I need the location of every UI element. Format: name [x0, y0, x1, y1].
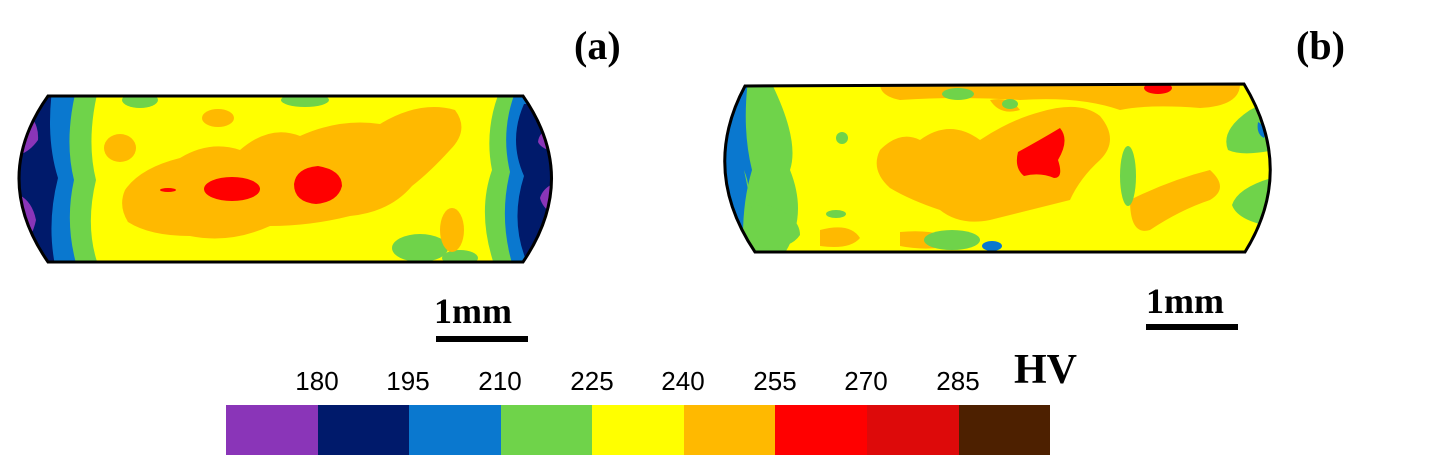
colorbar-tick: 285 — [936, 366, 980, 396]
scale-bar-b — [1146, 324, 1238, 330]
colorbar-segment — [500, 405, 593, 455]
colorbar-segment — [317, 405, 410, 455]
scale-bar-a — [436, 336, 528, 342]
colorbar-unit-label: HV — [1014, 347, 1077, 393]
colorbar-segment — [226, 405, 318, 455]
colorbar-segment — [409, 405, 501, 455]
colorbar-segment — [775, 405, 867, 455]
colorbar-tick: 180 — [295, 366, 339, 396]
colorbar — [226, 405, 1051, 455]
scale-bar-b-label: 1mm — [1146, 281, 1224, 321]
colorbar-tick: 270 — [844, 366, 888, 396]
colorbar-tick: 255 — [753, 366, 797, 396]
scale-bar-a-label: 1mm — [434, 291, 512, 331]
panel-b-label: (b) — [1296, 23, 1345, 68]
colorbar-segment — [958, 405, 1051, 455]
colorbar-tick: 240 — [661, 366, 705, 396]
colorbar-segment — [866, 405, 959, 455]
colorbar-tick: 195 — [386, 366, 430, 396]
colorbar-tick: 225 — [570, 366, 614, 396]
colorbar-tick: 210 — [478, 366, 522, 396]
colorbar-segment — [592, 405, 684, 455]
colorbar-segment — [683, 405, 776, 455]
panel-a-label: (a) — [574, 23, 621, 68]
